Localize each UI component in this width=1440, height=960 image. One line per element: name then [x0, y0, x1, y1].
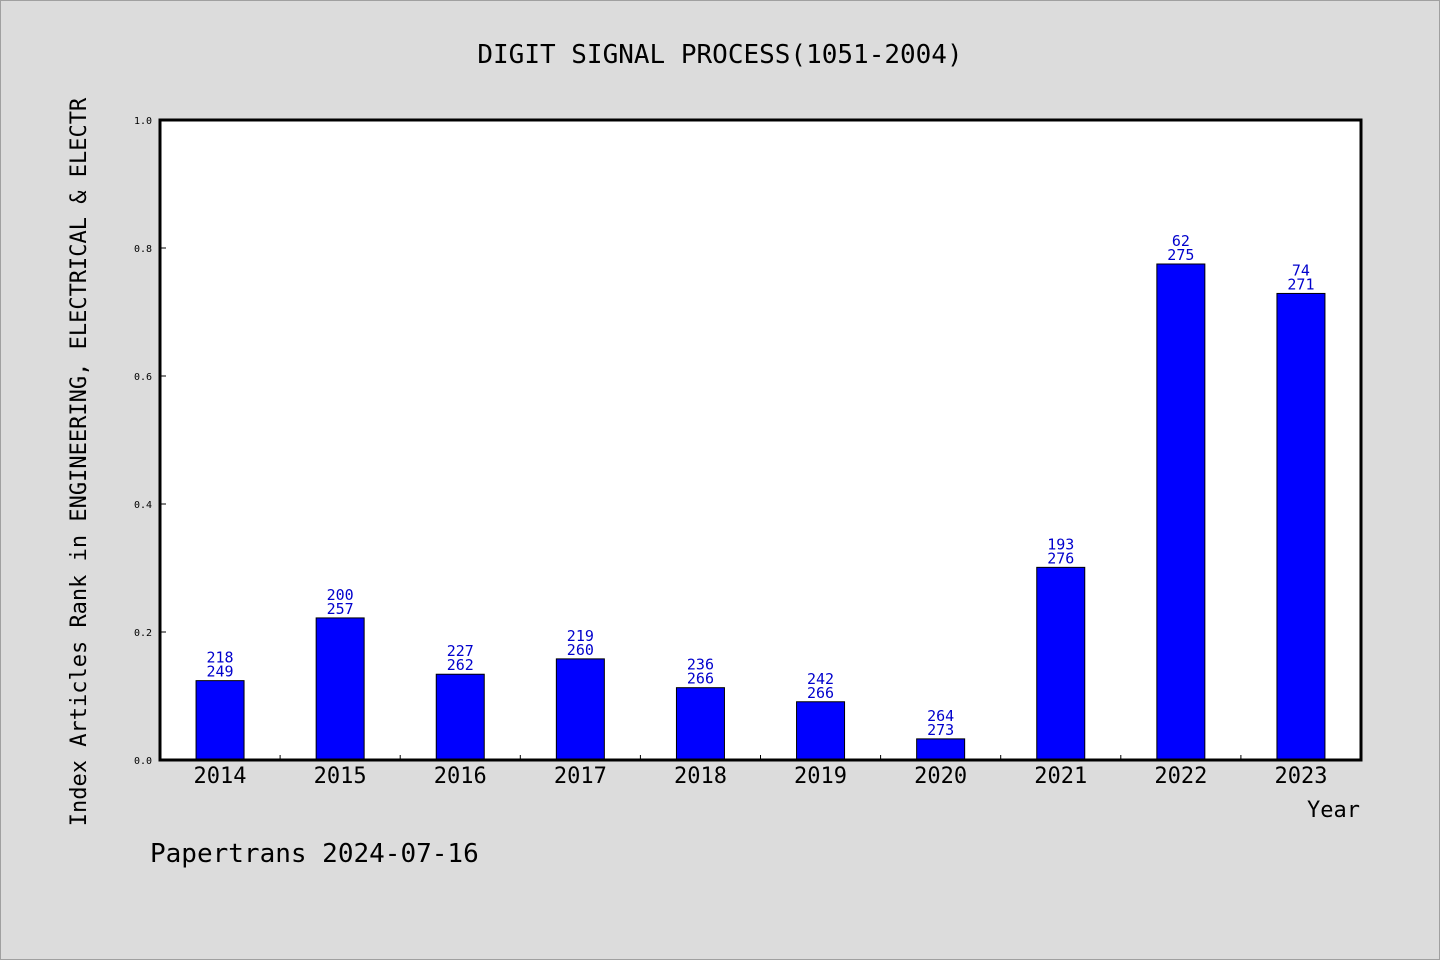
bar-2018 [675, 687, 725, 761]
bar-2017 [555, 658, 605, 761]
bar-label-top: 62 [1172, 232, 1190, 250]
bar-label-top: 200 [327, 586, 354, 604]
bar-2020 [916, 738, 966, 761]
bar-label-top: 264 [927, 707, 954, 725]
bar-label-bottom: 273 [927, 721, 954, 739]
x-tick-label: 2021 [1034, 764, 1087, 789]
bar-label-top: 219 [567, 627, 594, 645]
x-tick-label: 2019 [794, 764, 847, 789]
bar-label-bottom: 275 [1167, 246, 1194, 264]
x-tick-label: 2017 [554, 764, 607, 789]
bar-2015 [315, 617, 365, 761]
bar-label-bottom: 257 [327, 600, 354, 618]
bar-label-bottom: 276 [1047, 549, 1074, 567]
footer-text: Papertrans 2024-07-16 [150, 839, 479, 869]
bar-label-bottom: 249 [207, 663, 234, 681]
bar-label-top: 236 [687, 656, 714, 674]
bar-2014 [195, 680, 245, 761]
bar-label-top: 74 [1292, 261, 1310, 279]
bar-label-top: 227 [447, 642, 474, 660]
y-tick-label: 0.8 [134, 244, 152, 255]
y-tick-label: 0.4 [134, 500, 152, 511]
bar-2016 [435, 673, 485, 761]
plot-border [158, 118, 1363, 762]
x-tick-label: 2015 [314, 764, 367, 789]
x-tick-label: 2023 [1274, 764, 1327, 789]
bar-2021 [1036, 566, 1086, 761]
bar-label-bottom: 266 [687, 670, 714, 688]
bar-2019 [796, 701, 846, 761]
y-tick-label: 0.6 [134, 372, 152, 383]
x-axis-label: Year [1307, 798, 1360, 823]
bar-label-bottom: 266 [807, 684, 834, 702]
bar-label-top: 193 [1047, 535, 1074, 553]
x-tick-label: 2018 [674, 764, 727, 789]
bar-label-top: 218 [207, 649, 234, 667]
x-tick-label: 2016 [434, 764, 487, 789]
y-tick-label: 0.0 [134, 756, 152, 767]
x-tick-label: 2020 [914, 764, 967, 789]
bar-2023 [1276, 292, 1326, 761]
y-axis-label: Index Articles Rank in ENGINEERING, ELEC… [67, 97, 92, 826]
chart-title: DIGIT SIGNAL PROCESS(1051-2004) [477, 40, 962, 70]
y-tick-label: 0.2 [134, 628, 152, 639]
ticks-group: 0.0 0.2 0.4 0.6 0.8 1.0 2014 2015 2016 2017 2018 20… [134, 116, 1328, 789]
bar-2022 [1156, 263, 1206, 761]
bar-label-bottom: 260 [567, 641, 594, 659]
y-tick-label: 1.0 [134, 116, 152, 127]
x-tick-label: 2022 [1154, 764, 1207, 789]
bar-label-top: 242 [807, 670, 834, 688]
x-tick-label: 2014 [194, 764, 247, 789]
bar-label-bottom: 262 [447, 656, 474, 674]
bar-label-bottom: 271 [1287, 275, 1314, 293]
